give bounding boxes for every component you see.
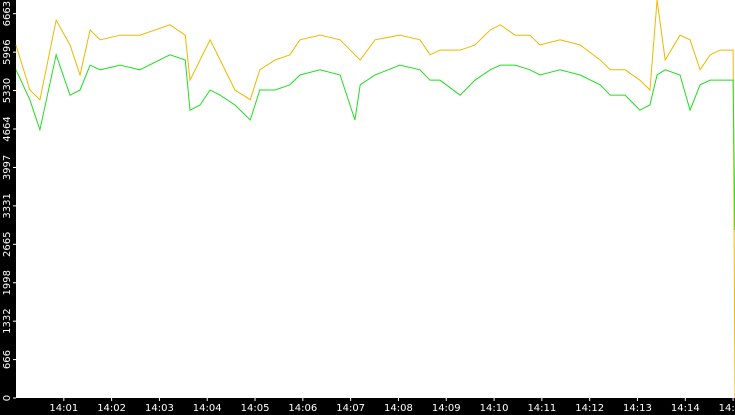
y-tick-label: 0: [2, 395, 13, 401]
y-tick-label: 5330: [2, 78, 13, 103]
y-tick-label: 5996: [2, 39, 13, 64]
series-line: [15, 0, 735, 399]
y-tick-label: 1332: [2, 308, 13, 333]
series-line: [15, 52, 735, 231]
y-tick-label: 6663: [2, 1, 13, 26]
x-tick-label: 14:15: [719, 403, 735, 414]
x-tick-label: 14:08: [384, 403, 413, 414]
y-tick-label: 3331: [2, 193, 13, 218]
x-tick-label: 14:01: [49, 403, 78, 414]
x-tick-label: 14:05: [241, 403, 270, 414]
y-axis-strip: [0, 0, 16, 415]
y-tick-label: 1998: [2, 270, 13, 295]
x-tick-label: 14:03: [145, 403, 174, 414]
x-tick-label: 14:11: [527, 403, 556, 414]
y-tick-label: 2665: [2, 232, 13, 257]
x-tick-label: 14:12: [575, 403, 604, 414]
x-tick-label: 14:07: [336, 403, 365, 414]
y-tick-label: 666: [2, 350, 13, 369]
x-tick-label: 14:02: [97, 403, 126, 414]
x-tick-label: 14:10: [480, 403, 509, 414]
y-tick-label: 3997: [2, 155, 13, 180]
x-tick-label: 14:09: [432, 403, 461, 414]
x-axis-strip: [0, 398, 735, 415]
x-tick-label: 14:06: [288, 403, 317, 414]
x-tick-label: 14:04: [193, 403, 222, 414]
x-tick-label: 14:14: [671, 403, 700, 414]
x-tick-label: 14:13: [623, 403, 652, 414]
y-tick-label: 4664: [2, 116, 13, 141]
